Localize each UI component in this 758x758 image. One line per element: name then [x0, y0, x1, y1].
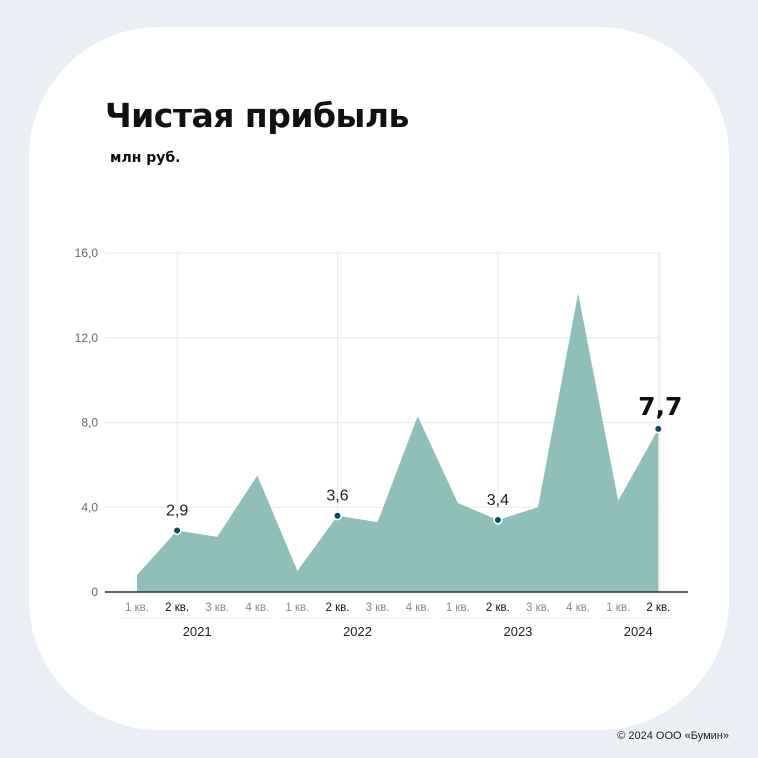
series-area [137, 293, 659, 592]
y-tick-label: 16,0 [75, 246, 99, 260]
year-label: 2024 [624, 624, 653, 639]
x-tick-label: 4 кв. [245, 602, 269, 614]
data-point-marker [653, 424, 663, 434]
y-tick-label: 0 [91, 585, 98, 599]
x-tick-label: 1 кв. [446, 602, 470, 614]
x-tick-label: 3 кв. [366, 602, 390, 614]
y-tick-label: 4,0 [81, 500, 98, 514]
chart-card [29, 27, 729, 730]
x-tick-label: 3 кв. [526, 602, 550, 614]
data-label: 2,9 [166, 503, 188, 520]
data-label-latest: 7,7 [638, 392, 682, 421]
x-tick-label: 2 кв. [646, 602, 670, 614]
data-label: 3,6 [326, 488, 348, 505]
x-tick-label: 4 кв. [566, 602, 590, 614]
data-point-marker [493, 515, 503, 525]
x-tick-label: 2 кв. [486, 602, 510, 614]
year-label: 2023 [503, 624, 532, 639]
data-label: 3,4 [487, 492, 509, 509]
chart-title: Чистая прибыль [105, 96, 409, 135]
data-point-marker [172, 525, 182, 536]
year-label: 2022 [343, 624, 372, 639]
copyright-footer: © 2024 ООО «Бумин» [617, 730, 729, 742]
chart-unit-label: млн руб. [110, 150, 181, 166]
x-tick-label: 2 кв. [165, 602, 189, 614]
x-tick-label: 3 кв. [205, 602, 229, 614]
x-tick-label: 1 кв. [125, 602, 149, 614]
x-tick-label: 4 кв. [406, 602, 430, 614]
year-label: 2021 [183, 624, 212, 639]
y-tick-label: 8,0 [81, 416, 98, 430]
x-tick-label: 2 кв. [326, 602, 350, 614]
y-tick-label: 12,0 [75, 331, 99, 345]
x-tick-label: 1 кв. [606, 602, 630, 614]
x-tick-label: 1 кв. [285, 602, 309, 614]
data-point-marker [332, 511, 343, 521]
